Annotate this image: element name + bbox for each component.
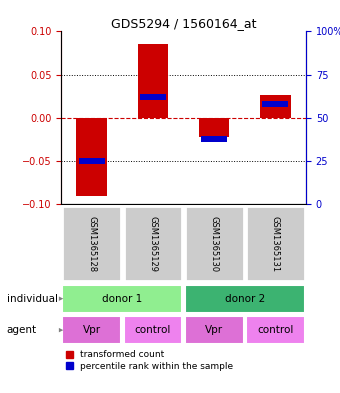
Text: individual: individual [7,294,58,304]
Bar [63,206,121,281]
Text: GSM1365131: GSM1365131 [271,216,280,272]
Bar [138,44,168,118]
Bar [199,118,230,137]
Text: Vpr: Vpr [83,325,101,335]
Text: donor 2: donor 2 [225,294,265,304]
Text: GSM1365128: GSM1365128 [87,216,96,272]
Bar [63,316,121,344]
Bar [63,285,182,313]
Bar [262,101,288,107]
Text: control: control [257,325,293,335]
Text: control: control [135,325,171,335]
Bar [76,118,107,196]
Bar [124,316,182,344]
Bar [185,316,243,344]
Text: GSM1365129: GSM1365129 [149,216,157,272]
Text: Vpr: Vpr [205,325,223,335]
Bar [124,206,182,281]
Bar [260,95,291,118]
Bar [140,94,166,100]
Text: GSM1365130: GSM1365130 [210,216,219,272]
Bar [185,206,243,281]
Title: GDS5294 / 1560164_at: GDS5294 / 1560164_at [111,17,256,30]
Text: donor 1: donor 1 [102,294,142,304]
Bar [246,206,305,281]
Bar [246,316,305,344]
Bar [185,285,305,313]
Bar [79,158,105,164]
Text: agent: agent [7,325,37,335]
Bar [201,136,227,141]
Legend: transformed count, percentile rank within the sample: transformed count, percentile rank withi… [66,350,233,371]
